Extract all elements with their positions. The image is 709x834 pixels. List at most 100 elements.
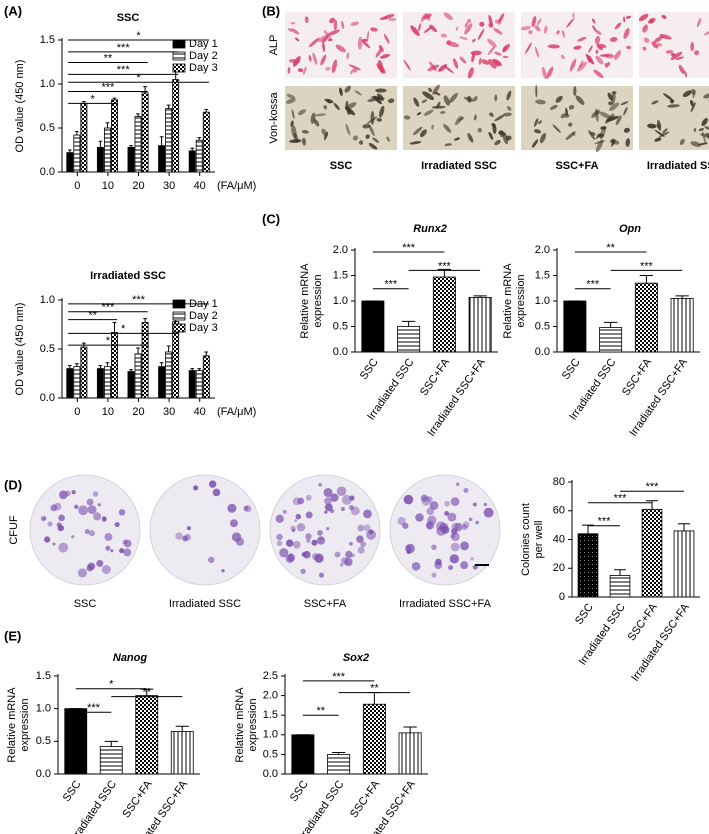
panel-label: (B) [262,3,280,18]
colony [243,505,249,511]
colony [118,509,126,516]
chart-title: Irradiated SSC [90,270,166,282]
cell [352,135,359,141]
colony [92,491,99,497]
error-bar [136,347,140,354]
cell [560,113,567,119]
error-bar [646,500,658,510]
colony [451,522,460,531]
y-tick-label: 0.5 [36,735,51,747]
colony [334,551,341,558]
cell [354,90,362,96]
well [149,474,261,586]
cell [488,22,493,28]
cell [698,142,708,146]
cell [335,44,346,53]
significance-label: *** [332,671,346,683]
cell [403,59,411,71]
colony [301,552,307,558]
cell [327,29,340,36]
cell [703,28,709,36]
error-bar [331,751,346,755]
cell [443,123,452,133]
x-tick-label: 0 [74,180,80,192]
y-axis-label: Relative mRNA [234,687,246,763]
colony [110,549,114,553]
y-axis-label: expression [19,698,31,751]
significance-label: *** [438,260,452,272]
error-bar [112,322,117,333]
cell [478,57,482,65]
colony [340,557,349,565]
cell [694,50,700,56]
cell [297,68,304,73]
colony [426,507,435,516]
bar [641,508,663,598]
cell [494,114,505,122]
bar [670,298,694,353]
colony [53,502,62,511]
colony [123,548,132,557]
cell [528,29,533,35]
cell [467,96,472,103]
cell [611,90,616,105]
cell [350,21,359,26]
x-tick-label: SSC [358,356,381,381]
colony [59,490,68,500]
chart-title: Runx2 [413,223,447,235]
colony [212,488,221,497]
y-tick-label: 1.0 [333,295,348,307]
colony [182,535,188,542]
colony [93,512,102,521]
error-bar [204,351,209,356]
colony [101,517,107,522]
cell [291,28,300,35]
y-tick-label: 2.0 [535,244,550,256]
cell [467,133,474,143]
cell [458,116,465,121]
error-bar [105,122,110,128]
cell [552,124,561,133]
cell [471,53,475,63]
bar [468,297,492,353]
error-bar [112,97,117,100]
cell [333,103,340,110]
cell [444,143,453,146]
y-tick-label: 0.5 [263,748,278,760]
colony [71,490,76,495]
error-bar [98,140,103,148]
colony [473,502,478,507]
colony [105,545,111,551]
y-axis-label: Relative mRNA [6,687,18,763]
colony [296,523,306,532]
x-tick-label: SSC [288,778,311,803]
cell [320,54,327,66]
colony [87,505,97,515]
significance-label: ** [316,705,325,717]
cell [379,53,391,59]
colony [360,541,367,548]
cell [657,119,662,131]
well [29,474,141,586]
bar [599,327,623,353]
bar [158,366,166,399]
bar [73,134,81,173]
cell [416,112,422,116]
cell [346,52,350,60]
cell [312,52,318,65]
cell [494,60,500,67]
cell [473,114,477,121]
cell [675,56,684,60]
bar [577,533,599,598]
significance-label: *** [646,481,660,493]
colony [429,501,439,510]
cell [556,30,560,35]
cell [285,98,296,104]
cell [488,112,494,117]
bar [188,150,196,173]
cell [443,95,450,106]
colony [97,503,101,507]
cell [625,45,632,50]
cell [375,48,382,58]
colony [47,521,53,527]
